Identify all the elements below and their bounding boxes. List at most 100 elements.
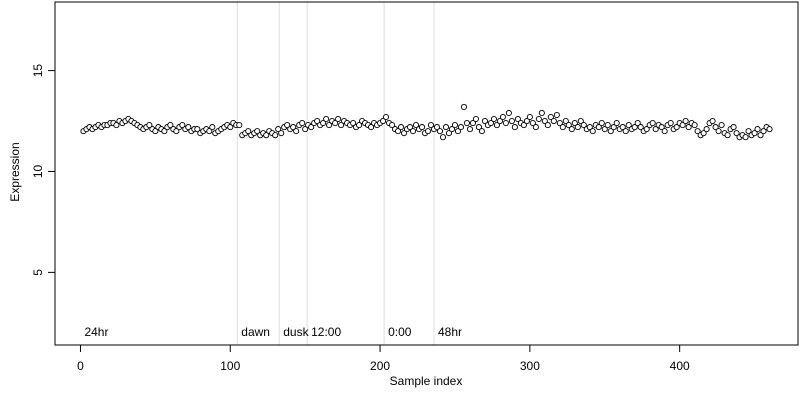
data-point — [448, 126, 456, 133]
data-point — [194, 126, 201, 133]
data-point — [742, 134, 749, 141]
data-point — [254, 128, 261, 135]
data-point — [529, 120, 536, 127]
data-point — [412, 122, 420, 129]
data-point — [227, 124, 234, 131]
data-point — [161, 128, 168, 135]
data-point — [523, 117, 530, 125]
data-point — [487, 120, 494, 127]
data-point — [622, 128, 629, 135]
data-point — [146, 122, 153, 129]
data-point — [532, 124, 539, 131]
data-point — [607, 128, 614, 135]
data-point — [469, 120, 476, 127]
data-point — [631, 124, 638, 131]
data-point — [577, 117, 584, 125]
x-tick-label: 300 — [520, 359, 540, 373]
data-point — [445, 130, 453, 137]
data-point — [326, 122, 333, 129]
data-point — [709, 117, 716, 125]
data-point — [302, 126, 309, 133]
data-point — [499, 113, 506, 121]
data-point — [263, 132, 270, 139]
data-point — [454, 128, 462, 135]
data-point — [700, 130, 707, 137]
data-point — [520, 122, 527, 129]
data-point — [601, 126, 608, 133]
data-point — [541, 117, 548, 125]
data-point — [667, 120, 674, 127]
data-point — [293, 128, 300, 135]
x-tick-label: 200 — [370, 359, 390, 373]
data-point — [284, 122, 291, 129]
data-point — [724, 132, 731, 139]
data-point — [619, 124, 626, 131]
data-point — [685, 124, 692, 131]
data-point — [658, 124, 665, 131]
data-point — [679, 122, 686, 129]
data-point — [604, 122, 611, 129]
data-point — [442, 124, 450, 131]
data-point — [496, 117, 503, 125]
data-point — [757, 132, 764, 139]
data-point — [308, 124, 315, 131]
data-point — [388, 122, 396, 129]
data-point — [350, 120, 357, 127]
data-point — [206, 128, 213, 135]
data-point — [418, 124, 426, 131]
data-point — [652, 126, 659, 133]
data-point — [320, 120, 327, 127]
data-point — [571, 120, 578, 127]
data-point — [356, 122, 363, 129]
data-point — [598, 120, 605, 127]
annotation: 12:00 — [311, 325, 341, 339]
annotation: 24hr — [84, 325, 108, 339]
data-point — [751, 130, 758, 137]
data-point — [167, 122, 174, 129]
data-point — [278, 130, 285, 137]
data-point — [406, 124, 414, 131]
data-point — [179, 122, 186, 129]
data-point — [380, 117, 387, 125]
data-point — [314, 117, 321, 125]
data-point — [383, 113, 390, 121]
data-point — [466, 126, 473, 133]
data-point — [703, 126, 710, 133]
data-point — [526, 113, 533, 121]
x-axis-title: Sample index — [390, 374, 463, 388]
data-point — [436, 128, 444, 135]
data-point — [460, 103, 467, 110]
data-point — [562, 117, 569, 125]
data-point — [682, 117, 689, 125]
data-point — [730, 124, 737, 131]
data-point — [152, 128, 159, 135]
data-point — [550, 117, 557, 125]
y-tick-label: 5 — [31, 269, 45, 276]
data-point — [613, 120, 620, 127]
data-point — [535, 115, 542, 123]
data-point — [463, 120, 470, 127]
data-point — [634, 120, 641, 127]
data-point — [544, 122, 551, 129]
data-point — [478, 128, 485, 135]
x-tick-label: 100 — [220, 359, 240, 373]
data-point — [574, 124, 581, 131]
data-point — [113, 122, 120, 129]
data-point — [275, 126, 282, 133]
data-point — [691, 122, 698, 129]
data-point — [209, 124, 216, 131]
data-point — [394, 128, 402, 135]
data-point — [718, 122, 725, 129]
data-point — [649, 120, 656, 127]
data-point — [673, 124, 680, 131]
data-point — [397, 124, 405, 131]
data-point — [173, 128, 180, 135]
data-point — [637, 124, 644, 131]
data-point — [433, 124, 441, 131]
data-point — [323, 115, 330, 123]
data-point — [290, 124, 297, 131]
data-point — [760, 128, 767, 135]
data-point — [556, 120, 563, 127]
data-point — [553, 111, 560, 119]
